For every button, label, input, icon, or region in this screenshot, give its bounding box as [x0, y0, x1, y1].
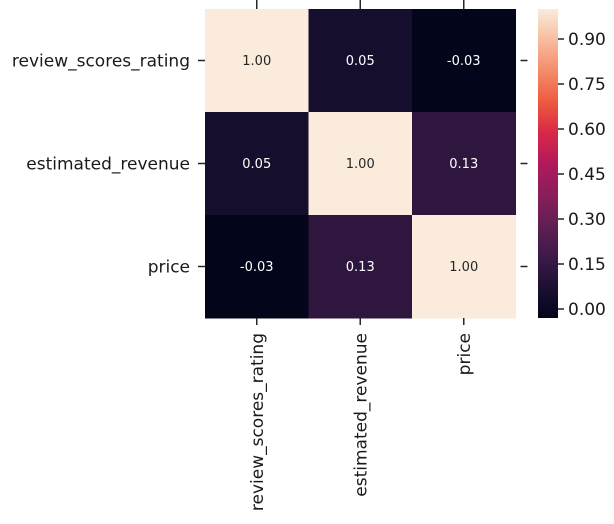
cell-value-label: 0.05	[242, 157, 271, 172]
cell-value-label: 0.13	[346, 260, 375, 275]
heatmap-cell	[205, 215, 309, 319]
heatmap-cell	[308, 9, 413, 113]
colorbar-tick-labels: 0.00 0.15 0.30 0.45 0.60 0.75 0.90	[558, 30, 606, 320]
cell-value-label: 0.13	[449, 157, 478, 172]
colorbar-tick-label: 0.30	[568, 210, 606, 230]
cell-value-label: -0.03	[447, 54, 481, 69]
x-tick-label: estimated_revenue	[351, 333, 371, 497]
heatmap-cell	[308, 112, 413, 216]
y-axis-tick-labels: review_scores_rating estimated_revenuepri…	[12, 52, 528, 278]
y-tick-label: review_scores_rating	[12, 52, 190, 72]
heatmap-cell	[412, 9, 516, 113]
colorbar	[538, 9, 558, 318]
colorbar-tick-label: 0.90	[568, 30, 606, 50]
cell-value-label: 1.00	[242, 54, 271, 69]
heatmap-cells	[205, 9, 516, 319]
cell-value-label: 1.00	[449, 260, 478, 275]
cell-value-label: -0.03	[240, 260, 274, 275]
heatmap-cell-labels: 1.00 0.05 -0.03 0.05 1.00 0.13 -0.03 0.13 1.00	[240, 54, 481, 275]
x-tick-label: price	[455, 333, 475, 375]
colorbar-tick-label: 0.15	[568, 255, 606, 275]
colorbar-tick-label: 0.75	[568, 75, 606, 95]
colorbar-tick-label: 0.00	[568, 300, 606, 320]
y-tick-label: price	[148, 258, 190, 278]
x-tick-label: review_scores_rating	[248, 333, 268, 511]
cell-value-label: 1.00	[346, 157, 375, 172]
colorbar-gradient	[538, 9, 558, 318]
heatmap-cell	[205, 112, 309, 216]
colorbar-tick-label: 0.60	[568, 120, 606, 140]
heatmap-cell	[412, 112, 516, 216]
y-tick-label: estimated_revenue	[26, 155, 190, 175]
colorbar-tick-label: 0.45	[568, 165, 606, 185]
heatmap-cell	[308, 215, 413, 319]
heatmap-cell	[205, 9, 309, 113]
heatmap-cell	[412, 215, 516, 319]
x-axis-tick-labels: review_scores_rating estimated_revenue pri…	[248, 0, 475, 511]
cell-value-label: 0.05	[346, 54, 375, 69]
